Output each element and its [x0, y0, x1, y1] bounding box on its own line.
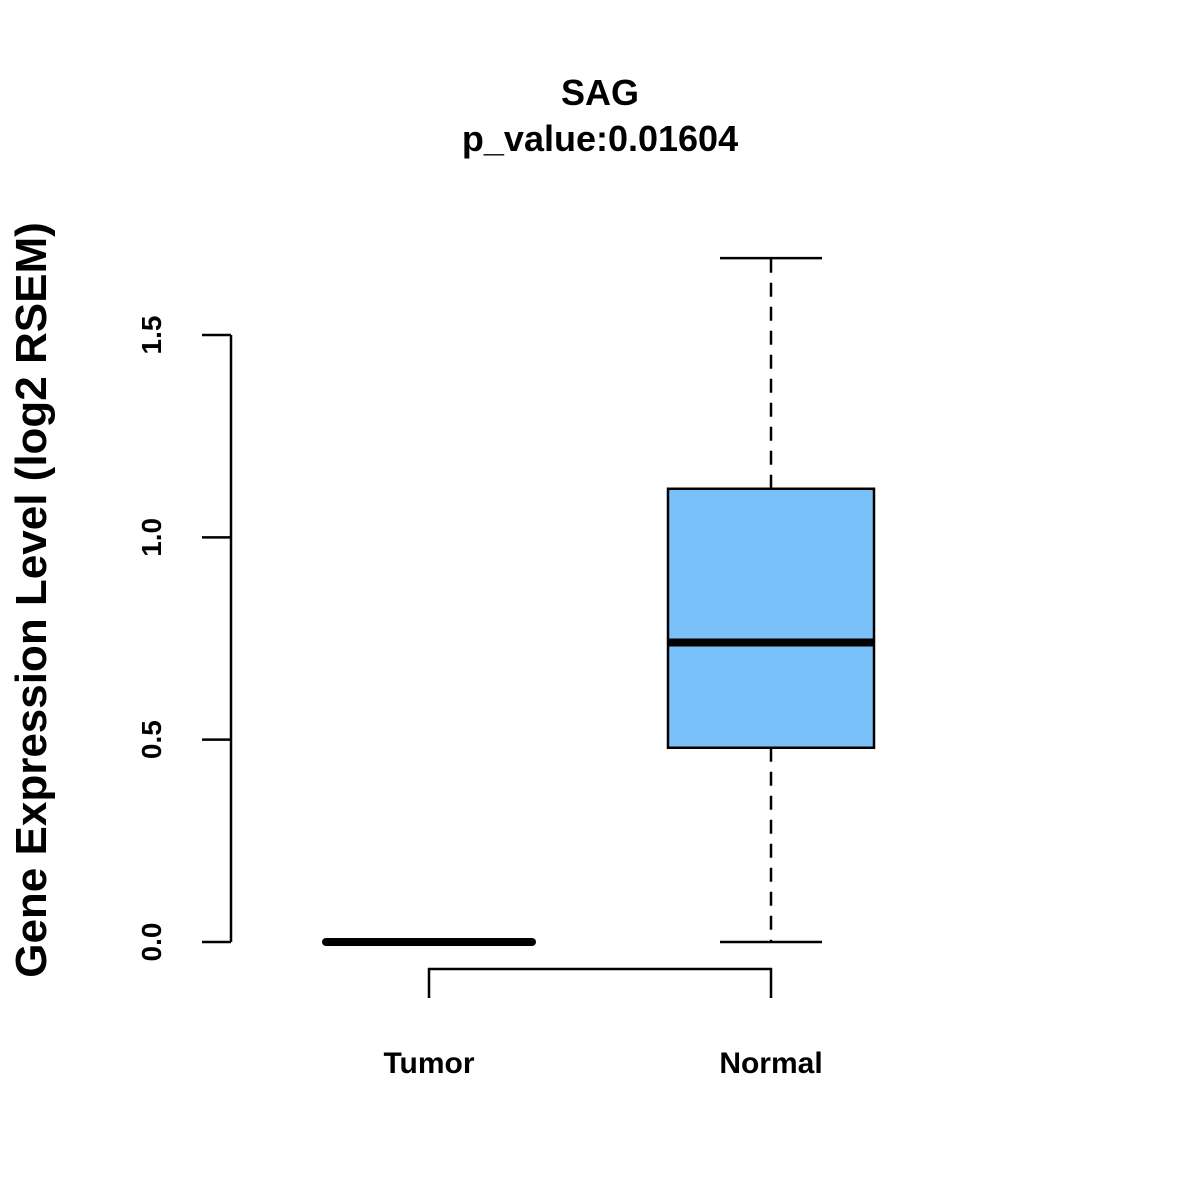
y-axis-label: Gene Expression Level (log2 RSEM) — [7, 222, 56, 978]
x-tick-label-normal: Normal — [719, 1047, 822, 1080]
bracket-line — [427, 967, 773, 998]
box-normal — [666, 256, 876, 944]
y-tick-label: 0.0 — [136, 923, 167, 962]
y-axis: 0.0 0.5 1.0 1.5 — [136, 316, 233, 962]
chart-title: SAG — [561, 72, 639, 113]
comparison-bracket — [427, 967, 773, 998]
y-tick-label: 0.5 — [136, 720, 167, 759]
x-axis-labels: Tumor Normal — [383, 1047, 822, 1080]
boxes — [322, 256, 876, 946]
chart-subtitle: p_value:0.01604 — [462, 118, 738, 159]
iqr-box — [666, 487, 876, 750]
x-tick-label-tumor: Tumor — [383, 1047, 474, 1080]
y-tick-label: 1.5 — [136, 316, 167, 355]
y-tick-label: 1.0 — [136, 518, 167, 557]
